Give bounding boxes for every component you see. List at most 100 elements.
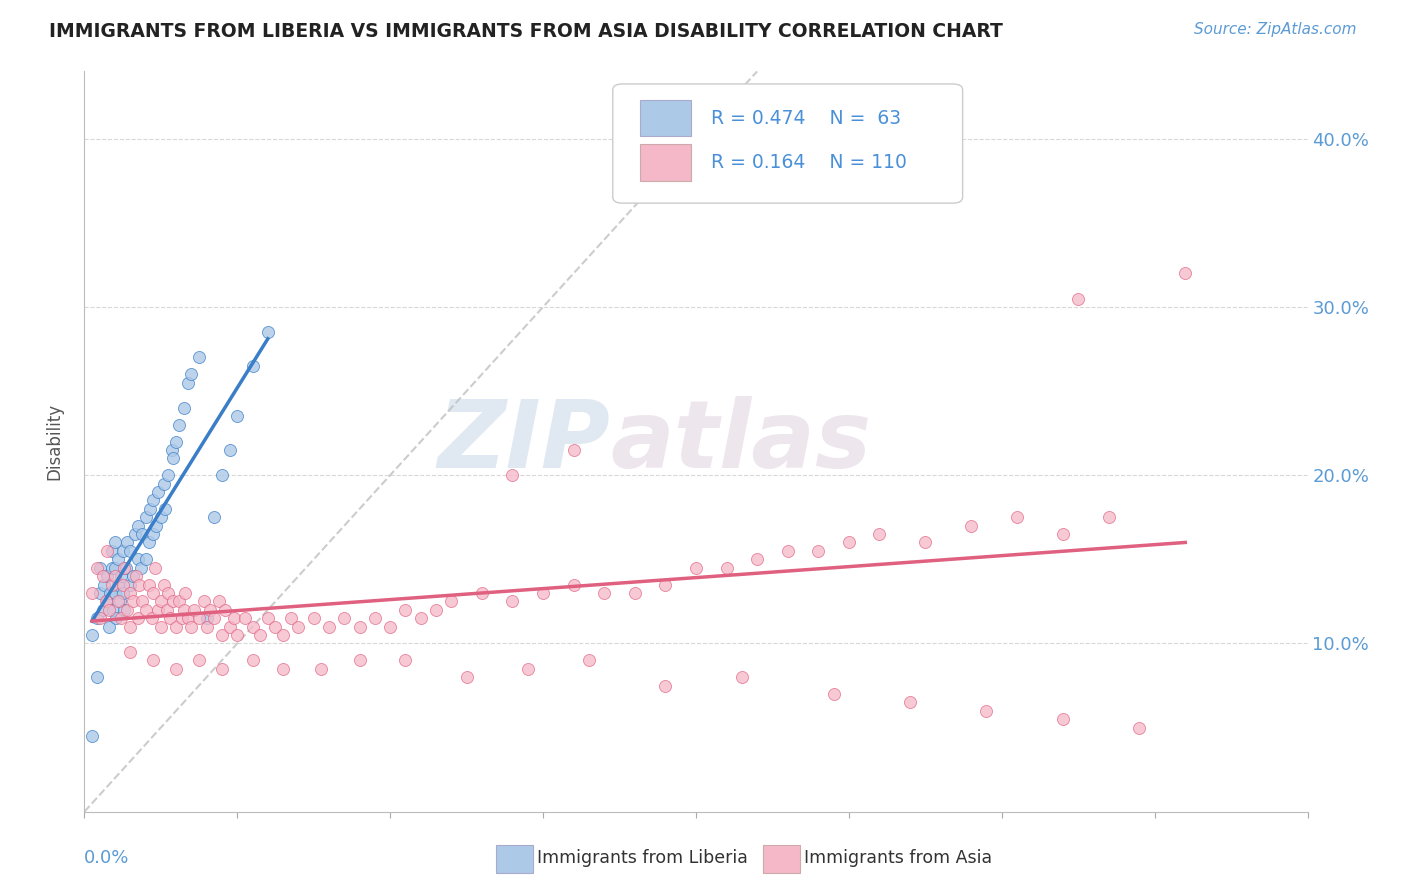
Point xyxy=(202,510,225,524)
Point xyxy=(898,695,921,709)
Point xyxy=(89,611,111,625)
Point xyxy=(129,560,152,574)
Point xyxy=(257,611,280,625)
Point xyxy=(101,560,124,574)
Text: R = 0.164    N = 110: R = 0.164 N = 110 xyxy=(710,153,907,172)
Point xyxy=(716,560,738,574)
Point xyxy=(823,687,845,701)
Point xyxy=(111,577,134,591)
Point xyxy=(165,619,187,633)
Point xyxy=(776,544,799,558)
Point xyxy=(107,552,129,566)
Point xyxy=(93,577,115,591)
Point xyxy=(869,527,891,541)
Point xyxy=(264,619,287,633)
Point xyxy=(333,611,356,625)
Point xyxy=(318,619,340,633)
Point xyxy=(96,594,118,608)
Point xyxy=(562,577,585,591)
Point xyxy=(188,653,211,667)
Point xyxy=(149,594,172,608)
Point xyxy=(654,182,676,196)
Point xyxy=(1128,721,1150,735)
Point xyxy=(156,603,179,617)
Point xyxy=(122,569,145,583)
Point xyxy=(111,586,134,600)
Point xyxy=(218,619,240,633)
Point xyxy=(394,603,416,617)
Point xyxy=(177,611,200,625)
Point xyxy=(153,577,176,591)
Point xyxy=(531,586,554,600)
Point xyxy=(104,560,127,574)
Point xyxy=(211,662,233,676)
Point xyxy=(104,535,127,549)
Point xyxy=(149,510,172,524)
Y-axis label: Disability: Disability xyxy=(45,403,63,480)
Point xyxy=(165,434,187,449)
Point xyxy=(224,611,246,625)
Text: Source: ZipAtlas.com: Source: ZipAtlas.com xyxy=(1194,22,1357,37)
Point xyxy=(747,552,769,566)
Point xyxy=(127,518,149,533)
Point xyxy=(105,611,128,625)
Point xyxy=(131,527,153,541)
Point xyxy=(167,594,190,608)
Point xyxy=(162,451,184,466)
Point xyxy=(394,653,416,667)
Point xyxy=(409,611,432,625)
Point xyxy=(516,662,538,676)
Point xyxy=(94,594,117,608)
Point xyxy=(211,628,233,642)
Point xyxy=(86,670,108,684)
Text: Immigrants from Asia: Immigrants from Asia xyxy=(804,849,993,867)
Point xyxy=(380,619,402,633)
Point xyxy=(502,468,524,483)
Point xyxy=(183,603,205,617)
Point xyxy=(731,670,754,684)
Point xyxy=(195,611,218,625)
Point xyxy=(425,603,447,617)
Point xyxy=(120,619,142,633)
Point xyxy=(157,586,180,600)
Point xyxy=(135,552,157,566)
Point xyxy=(211,468,233,483)
Point xyxy=(162,594,184,608)
Point xyxy=(108,594,131,608)
Point xyxy=(125,569,148,583)
Point xyxy=(188,351,211,365)
Point xyxy=(1052,527,1074,541)
Point xyxy=(80,586,103,600)
Point xyxy=(165,662,187,676)
Point xyxy=(1005,510,1028,524)
Point xyxy=(139,501,162,516)
Point xyxy=(120,645,142,659)
Point xyxy=(89,586,111,600)
Text: ZIP: ZIP xyxy=(437,395,610,488)
Point xyxy=(167,417,190,432)
Point xyxy=(257,325,280,339)
Point xyxy=(242,653,264,667)
Point xyxy=(112,560,135,574)
Point xyxy=(198,603,221,617)
Point xyxy=(142,493,165,508)
Point xyxy=(141,611,163,625)
Point xyxy=(142,527,165,541)
Point xyxy=(180,619,202,633)
Point xyxy=(122,594,145,608)
Point xyxy=(271,628,294,642)
Point xyxy=(120,544,142,558)
Point xyxy=(114,560,136,574)
Point xyxy=(145,518,167,533)
Point xyxy=(654,679,676,693)
Point xyxy=(226,409,249,424)
FancyBboxPatch shape xyxy=(640,145,692,180)
Point xyxy=(177,376,200,390)
Point xyxy=(214,603,236,617)
Point xyxy=(111,544,134,558)
Point xyxy=(138,577,160,591)
Point xyxy=(138,535,160,549)
Point xyxy=(135,510,157,524)
Point xyxy=(96,544,118,558)
Point xyxy=(91,603,114,617)
